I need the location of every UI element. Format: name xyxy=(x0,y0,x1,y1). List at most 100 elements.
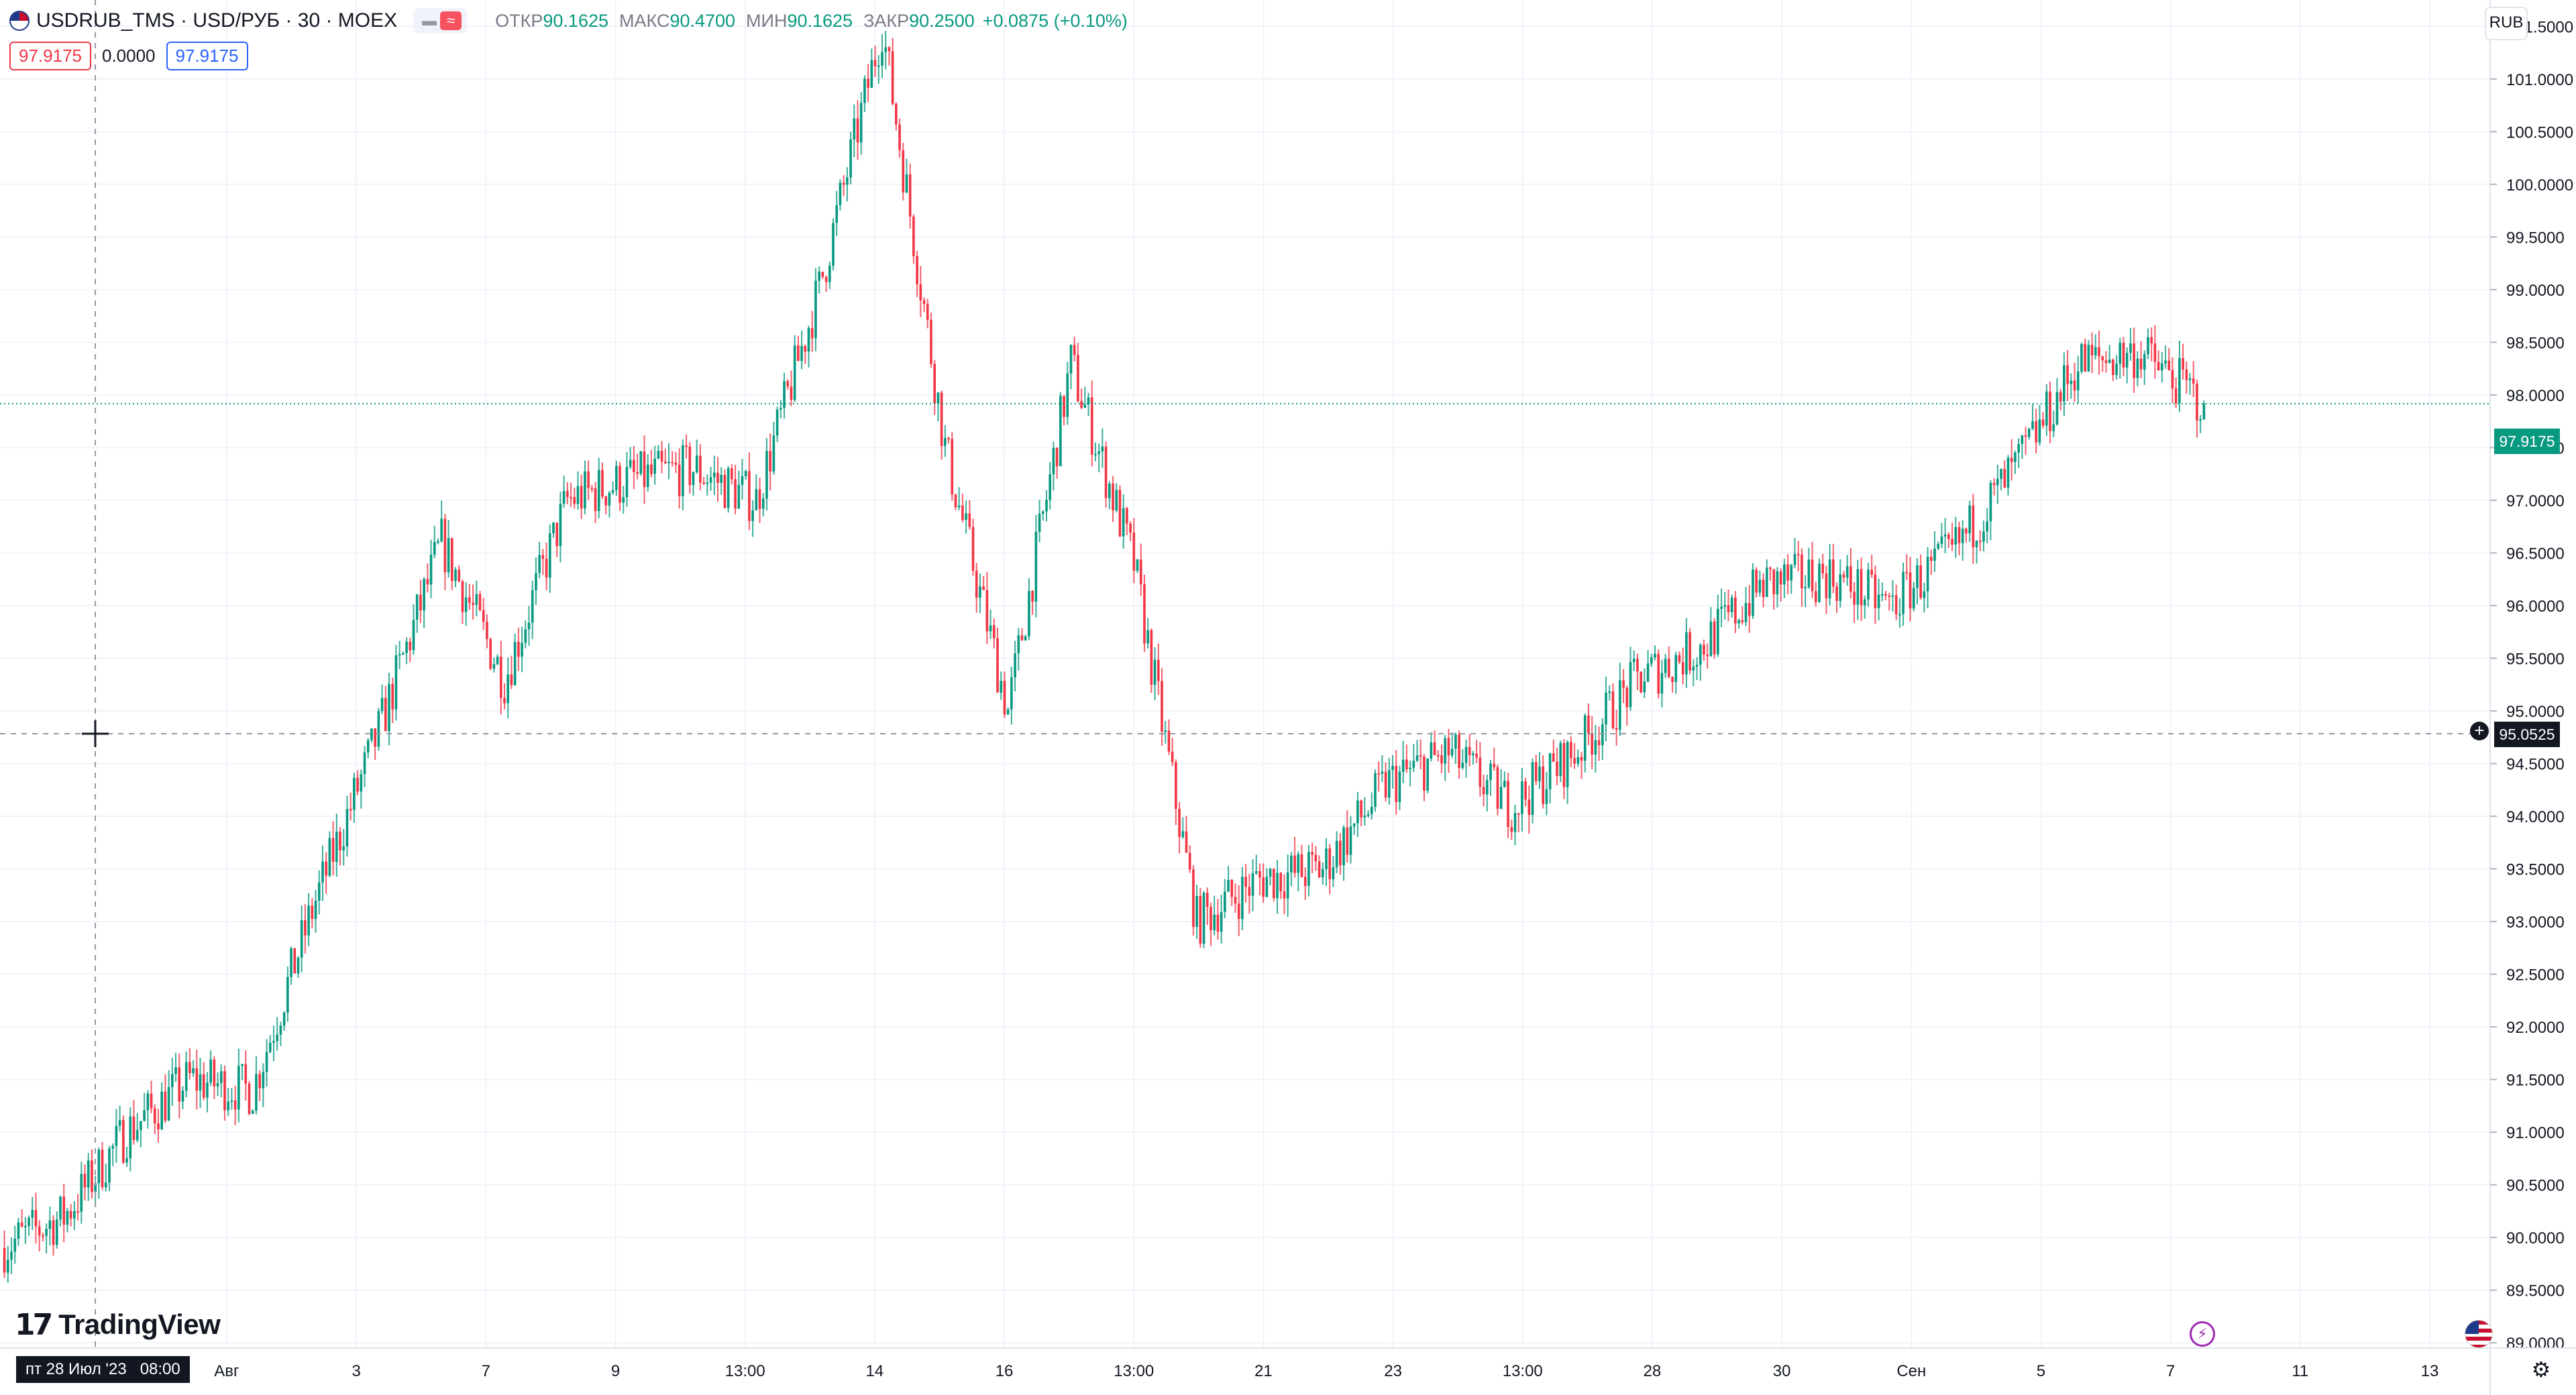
candle-body xyxy=(1398,771,1401,802)
x-tick-label: 7 xyxy=(482,1362,490,1380)
candle-body xyxy=(475,594,478,605)
y-tick-label: 92.0000 xyxy=(2506,1019,2565,1037)
candle-body xyxy=(1083,404,1087,408)
candle-body xyxy=(1772,569,1776,595)
candle-body xyxy=(482,610,485,622)
candle-body xyxy=(1300,854,1303,877)
candle-body xyxy=(2196,383,2198,421)
plus-circle-icon[interactable]: + xyxy=(2470,722,2489,740)
gear-icon[interactable]: ⚙ xyxy=(2531,1357,2551,1382)
candle-body xyxy=(1185,831,1188,853)
candle-body xyxy=(682,445,684,496)
candle-body xyxy=(1499,787,1503,809)
high-value: 90.4700 xyxy=(669,10,736,31)
candle-body xyxy=(423,579,425,611)
candle-body xyxy=(716,472,719,484)
candle-body xyxy=(755,489,758,510)
candle-body xyxy=(678,464,681,496)
candle-body xyxy=(1762,579,1765,598)
candle-body xyxy=(971,526,975,571)
candle-body xyxy=(859,103,863,143)
candle-body xyxy=(290,948,292,977)
us-flag-events-icon[interactable] xyxy=(2465,1320,2493,1348)
candle-body xyxy=(2125,353,2129,368)
candle-body xyxy=(660,451,663,462)
lightning-icon[interactable]: ⚡ xyxy=(2190,1321,2215,1347)
candle-body xyxy=(345,809,349,847)
candle-body xyxy=(1660,673,1664,694)
candle-body xyxy=(856,118,859,143)
candle-body xyxy=(1629,662,1632,708)
candle-body xyxy=(839,182,842,205)
minus-icon[interactable]: ▬ xyxy=(422,12,437,29)
tradingview-logo[interactable]: 𝟭𝟳 TradingView xyxy=(15,1308,221,1341)
candle-body xyxy=(199,1074,202,1091)
candle-body xyxy=(1919,565,1922,598)
candle-body xyxy=(957,505,961,508)
candle-body xyxy=(1605,692,1607,725)
candle-body xyxy=(1835,586,1838,601)
candle-body xyxy=(76,1211,79,1213)
compare-toggle[interactable]: ▬ ≈ xyxy=(413,8,468,34)
candle-body xyxy=(1845,566,1849,578)
candle-body xyxy=(1779,571,1782,585)
candle-body xyxy=(437,541,439,543)
candle-body xyxy=(1804,587,1807,589)
candle-body xyxy=(1227,880,1230,892)
candle-body xyxy=(1545,789,1548,804)
candle-body xyxy=(402,653,405,655)
buy-button[interactable]: 97.9175 xyxy=(166,42,248,70)
price-axis[interactable]: 89.0000 89.5000 90.0000 90.5000 91.0000 91.50… xyxy=(2489,0,2573,1395)
candle-body xyxy=(604,496,608,506)
candle-body xyxy=(486,622,488,639)
candle-body xyxy=(1360,800,1362,818)
candle-body xyxy=(912,216,915,256)
candle-body xyxy=(783,381,786,408)
symbol-legend[interactable]: USDRUB_TMS · USD/РУБ · 30 · MOEX ▬ ≈ ОТК… xyxy=(9,5,1128,36)
candle-body xyxy=(2038,419,2041,443)
candle-body xyxy=(1674,655,1678,682)
candle-body xyxy=(2049,391,2051,431)
candle-body xyxy=(709,477,712,483)
candle-body xyxy=(1884,594,1887,596)
candle-body xyxy=(391,683,394,710)
candle-body xyxy=(727,468,730,508)
x-tick-label: 23 xyxy=(1384,1362,1402,1380)
candle-body xyxy=(447,538,450,573)
candle-body xyxy=(1807,559,1811,588)
approx-icon[interactable]: ≈ xyxy=(440,11,462,30)
candle-body xyxy=(1692,667,1695,671)
candle-body xyxy=(1943,535,1947,537)
candle-body xyxy=(1244,877,1247,887)
y-tick-label: 100.0000 xyxy=(2506,176,2573,194)
candle-body xyxy=(531,590,534,623)
candle-body xyxy=(1049,474,1052,500)
candle-body xyxy=(1205,893,1209,907)
candle-body xyxy=(451,538,453,581)
candle-body xyxy=(1290,855,1293,873)
time-axis[interactable]: Авг 3 7 9 13:00 14 16 13:00 21 23 13:00 28 30 Сен 5 7 11… xyxy=(0,1347,2576,1380)
sell-button[interactable]: 97.9175 xyxy=(9,42,91,70)
candle-body xyxy=(1898,614,1901,616)
candle-body xyxy=(951,439,954,495)
candle-body xyxy=(1856,569,1860,605)
y-tick-label: 93.0000 xyxy=(2506,913,2565,932)
y-tick-label: 90.5000 xyxy=(2506,1177,2565,1195)
candle-body xyxy=(1972,505,1975,547)
candle-body xyxy=(1947,535,1950,539)
candle-body xyxy=(1839,574,1842,601)
candle-body xyxy=(1024,636,1027,640)
candle-body xyxy=(1381,771,1384,774)
candle-body xyxy=(227,1101,230,1111)
currency-button[interactable]: RUB xyxy=(2485,7,2528,40)
candle-body xyxy=(1321,869,1324,878)
candle-body xyxy=(1741,620,1744,622)
symbol-title[interactable]: USDRUB_TMS · USD/РУБ · 30 · MOEX xyxy=(36,9,398,32)
candle-body xyxy=(1485,780,1489,795)
candle-body xyxy=(189,1062,191,1074)
candle-body xyxy=(1531,762,1534,816)
candle-body xyxy=(111,1146,115,1149)
candle-body xyxy=(821,272,824,277)
candle-body xyxy=(192,1068,195,1074)
